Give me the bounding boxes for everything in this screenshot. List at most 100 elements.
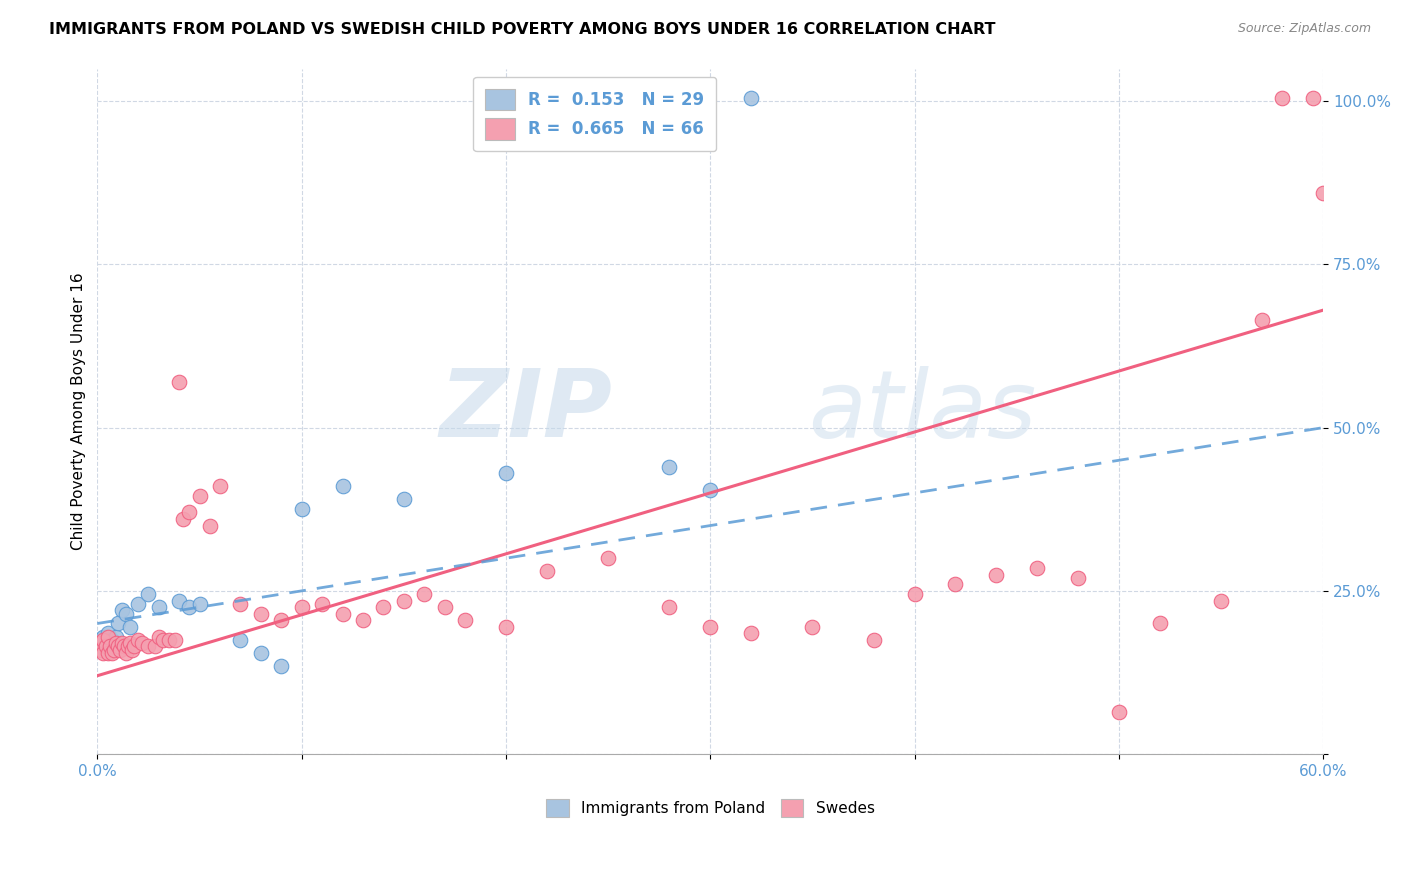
Point	[179, 506, 201, 520]
Point	[699, 620, 721, 634]
Point	[148, 600, 170, 615]
Point	[311, 597, 333, 611]
Point	[249, 646, 271, 660]
Point	[740, 91, 762, 105]
Point	[97, 626, 120, 640]
Point	[904, 587, 927, 601]
Point	[1302, 91, 1324, 105]
Point	[118, 620, 141, 634]
Point	[945, 577, 967, 591]
Point	[111, 636, 134, 650]
Point	[115, 646, 138, 660]
Point	[699, 483, 721, 497]
Point	[270, 613, 292, 627]
Point	[1251, 313, 1274, 327]
Point	[208, 479, 231, 493]
Point	[291, 600, 314, 615]
Point	[352, 613, 374, 627]
Point	[93, 646, 115, 660]
Point	[111, 603, 134, 617]
Point	[100, 646, 122, 660]
Point	[115, 607, 138, 621]
Point	[148, 630, 170, 644]
Point	[1067, 571, 1090, 585]
Text: ZIP: ZIP	[439, 366, 612, 458]
Point	[495, 620, 517, 634]
Point	[249, 607, 271, 621]
Point	[188, 489, 211, 503]
Point	[143, 640, 166, 654]
Point	[862, 632, 884, 647]
Point	[332, 607, 354, 621]
Point	[117, 640, 139, 654]
Legend: Immigrants from Poland, Swedes: Immigrants from Poland, Swedes	[540, 793, 880, 823]
Point	[90, 640, 112, 654]
Point	[433, 600, 456, 615]
Point	[104, 630, 127, 644]
Point	[495, 467, 517, 481]
Text: Source: ZipAtlas.com: Source: ZipAtlas.com	[1237, 22, 1371, 36]
Point	[167, 375, 190, 389]
Point	[138, 640, 160, 654]
Point	[157, 632, 180, 647]
Point	[138, 587, 160, 601]
Point	[179, 600, 201, 615]
Point	[229, 597, 252, 611]
Point	[172, 512, 194, 526]
Point	[131, 636, 153, 650]
Point	[392, 593, 415, 607]
Point	[118, 636, 141, 650]
Point	[413, 587, 436, 601]
Point	[1271, 91, 1294, 105]
Point	[1108, 705, 1130, 719]
Point	[103, 642, 125, 657]
Text: IMMIGRANTS FROM POLAND VS SWEDISH CHILD POVERTY AMONG BOYS UNDER 16 CORRELATION : IMMIGRANTS FROM POLAND VS SWEDISH CHILD …	[49, 22, 995, 37]
Point	[658, 600, 681, 615]
Y-axis label: Child Poverty Among Boys Under 16: Child Poverty Among Boys Under 16	[72, 272, 86, 550]
Point	[122, 640, 145, 654]
Point	[152, 632, 174, 647]
Point	[1026, 561, 1049, 575]
Point	[188, 597, 211, 611]
Point	[94, 636, 117, 650]
Point	[373, 600, 395, 615]
Point	[89, 636, 111, 650]
Point	[97, 630, 120, 644]
Point	[90, 642, 112, 657]
Point	[229, 632, 252, 647]
Point	[270, 659, 292, 673]
Point	[98, 642, 121, 657]
Point	[740, 626, 762, 640]
Point	[198, 518, 221, 533]
Point	[121, 642, 143, 657]
Point	[986, 567, 1008, 582]
Point	[127, 597, 149, 611]
Point	[167, 593, 190, 607]
Point	[100, 632, 122, 647]
Point	[536, 564, 558, 578]
Point	[454, 613, 477, 627]
Point	[103, 640, 125, 654]
Point	[93, 630, 115, 644]
Point	[104, 636, 127, 650]
Point	[93, 632, 115, 647]
Point	[332, 479, 354, 493]
Point	[1149, 616, 1171, 631]
Point	[98, 640, 121, 654]
Point	[127, 632, 149, 647]
Point	[801, 620, 824, 634]
Point	[291, 502, 314, 516]
Point	[598, 551, 620, 566]
Text: atlas: atlas	[808, 366, 1036, 457]
Point	[658, 459, 681, 474]
Point	[112, 640, 135, 654]
Point	[163, 632, 186, 647]
Point	[89, 632, 111, 647]
Point	[1312, 186, 1334, 200]
Point	[94, 640, 117, 654]
Point	[1211, 593, 1233, 607]
Point	[107, 640, 129, 654]
Point	[107, 616, 129, 631]
Point	[108, 642, 131, 657]
Point	[392, 492, 415, 507]
